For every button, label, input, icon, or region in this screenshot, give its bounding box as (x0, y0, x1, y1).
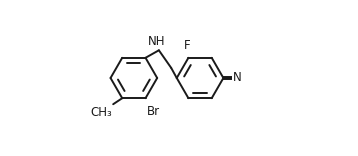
Text: N: N (232, 71, 241, 85)
Text: F: F (184, 39, 190, 52)
Text: Br: Br (147, 105, 160, 118)
Text: CH₃: CH₃ (91, 106, 112, 119)
Text: NH: NH (148, 35, 165, 48)
